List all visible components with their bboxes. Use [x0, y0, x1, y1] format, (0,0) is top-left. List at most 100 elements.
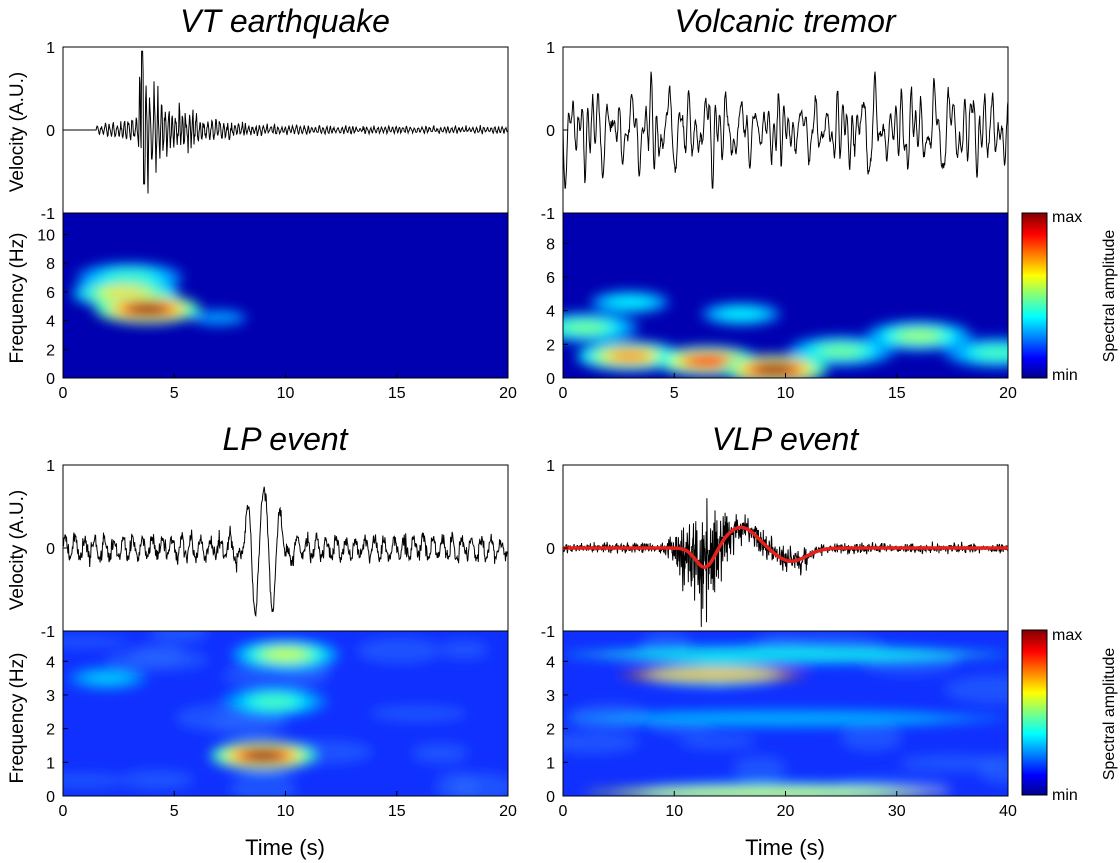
xtick-label: 0: [59, 803, 68, 820]
colorbar-top-max: max: [1052, 209, 1082, 226]
waveform-ytick-label: 1: [46, 458, 55, 475]
spectral-peak: [821, 345, 861, 357]
spectral-texture: [63, 635, 130, 648]
vlp-fit-curve: [563, 525, 1008, 569]
spectrogram-ytick-label: 0: [46, 789, 55, 806]
spectral-band: [563, 651, 1008, 658]
xtick-label: 5: [170, 385, 179, 402]
spectral-texture: [63, 773, 128, 788]
xtick-label: 10: [277, 803, 295, 820]
spectral-band: [618, 671, 808, 678]
colorbar-top-min: min: [1052, 367, 1078, 384]
colorbar-bottom-min: min: [1052, 787, 1078, 804]
spectrogram-ytick-label: 3: [46, 688, 55, 705]
waveform-ytick-label: -1: [541, 206, 555, 223]
ylabel-velocity-top: Velocity (A.U.): [7, 72, 28, 192]
spectrogram-ytick-label: 1: [546, 755, 555, 772]
spectral-texture: [439, 640, 489, 660]
spectrogram-ytick-label: 3: [546, 688, 555, 705]
xtick-label: 40: [999, 803, 1017, 820]
xtick-label: 5: [670, 385, 679, 402]
colorbar-bottom-max: max: [1052, 627, 1082, 644]
spectrogram-ytick-label: 4: [546, 304, 555, 321]
spectrogram-ytick-label: 6: [546, 270, 555, 287]
spectrogram-ytick-label: 0: [546, 789, 555, 806]
spectral-peak: [610, 297, 649, 308]
spectral-peak: [566, 322, 605, 333]
spectral-texture: [356, 637, 442, 664]
waveform-ytick-label: 1: [46, 40, 55, 57]
spectral-texture: [129, 644, 187, 667]
spectrogram-ytick-label: 8: [46, 256, 55, 273]
spectral-texture: [944, 674, 1008, 704]
spectrogram-ytick-label: 4: [546, 654, 555, 671]
xtick-label: 15: [388, 385, 406, 402]
panel-title-vt: VT earthquake: [180, 3, 390, 39]
spectrogram-ytick-label: 0: [46, 371, 55, 388]
spectral-peak: [688, 355, 727, 367]
waveform-ytick-label: 0: [46, 541, 55, 558]
waveform-ytick-label: 0: [546, 123, 555, 140]
spectrogram: [63, 631, 508, 796]
xtick-label: 0: [559, 385, 568, 402]
panel-title-tremor: Volcanic tremor: [674, 3, 896, 39]
xtick-label: 10: [277, 385, 295, 402]
spectral-peak: [610, 350, 649, 362]
spectrogram-ytick-label: 6: [46, 285, 55, 302]
spectral-peak: [255, 696, 294, 707]
panel-title-lp: LP event: [222, 421, 348, 457]
spectral-peak: [128, 303, 167, 315]
spectrogram: [563, 213, 1008, 378]
spectral-texture: [679, 734, 757, 750]
waveform-ytick-label: -1: [541, 624, 555, 641]
xtick-label: 15: [388, 803, 406, 820]
waveform-ytick-label: -1: [41, 206, 55, 223]
spectral-band: [585, 789, 953, 796]
colorbar-bottom-label: Spectral amplitude: [1101, 648, 1118, 781]
spectrogram-ytick-label: 4: [46, 314, 55, 331]
spectral-texture: [898, 753, 1008, 773]
spectrogram-ytick-label: 2: [46, 342, 55, 359]
spectrogram-ytick-label: 2: [546, 722, 555, 739]
spectral-texture: [563, 731, 640, 754]
spectral-peak: [977, 347, 1008, 358]
spectrogram-ytick-label: 1: [46, 755, 55, 772]
spectrogram: [63, 213, 508, 378]
spectral-peak: [755, 364, 794, 375]
colorbar-top-label: Spectral amplitude: [1101, 230, 1118, 363]
spectrogram-ytick-label: 4: [46, 654, 55, 671]
spectral-texture: [229, 772, 297, 796]
spectral-texture: [121, 769, 194, 790]
waveform-frame: [62, 464, 509, 632]
spectral-texture: [369, 705, 468, 722]
colorbar-top: max min Spectral amplitude: [1021, 209, 1118, 384]
spectral-texture: [435, 771, 479, 796]
spectrogram-ytick-label: 10: [37, 228, 55, 245]
colorbar-bottom: max min Spectral amplitude: [1021, 627, 1118, 804]
spectral-peak: [88, 672, 127, 684]
waveform-ytick-label: 0: [546, 541, 555, 558]
spectral-peak: [721, 308, 761, 320]
xtick-label: 10: [665, 803, 683, 820]
spectrogram-ytick-label: 0: [546, 371, 555, 388]
xlabel-lp: Time (s): [245, 835, 325, 860]
spectral-peak: [266, 649, 305, 660]
spectral-texture: [732, 755, 787, 781]
waveform-trace: [62, 486, 509, 618]
xtick-label: 20: [499, 385, 517, 402]
spectrogram-ytick-label: 2: [46, 722, 55, 739]
waveform-ytick-label: 1: [546, 458, 555, 475]
waveform-trace: [63, 50, 509, 194]
xtick-label: 5: [170, 803, 179, 820]
xtick-label: 15: [888, 385, 906, 402]
xtick-label: 20: [499, 803, 517, 820]
waveform-ytick-label: 0: [46, 123, 55, 140]
xtick-label: 20: [777, 803, 795, 820]
xlabel-vlp: Time (s): [745, 835, 825, 860]
waveform-ytick-label: -1: [41, 624, 55, 641]
